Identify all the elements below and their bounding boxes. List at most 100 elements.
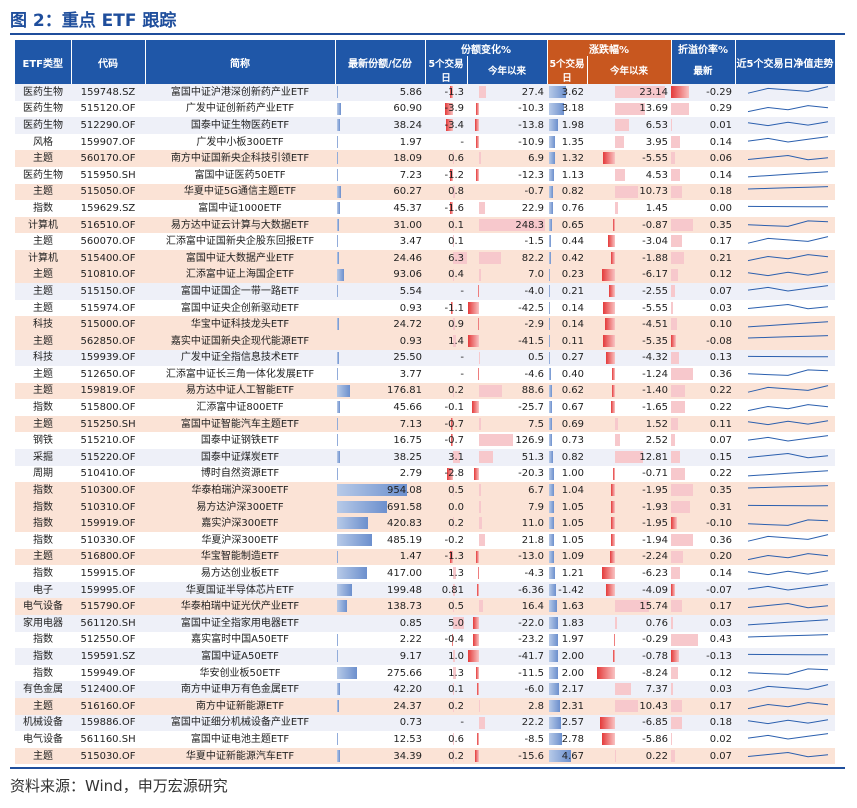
share-change-ytd-value: -4.0	[524, 285, 544, 297]
etf-type: 主题	[15, 266, 71, 284]
price-change-ytd-value: -0.29	[642, 634, 668, 646]
price-change-ytd-bar	[606, 583, 615, 596]
etf-code: 515220.OF	[71, 449, 145, 466]
table-row: 医药生物 512290.OF 国泰中证生物医药ETF 38.24 -3.4 -13.8 1.…	[15, 117, 835, 134]
premium-latest-value: 0.22	[709, 468, 732, 480]
share-change-ytd-bar	[479, 699, 480, 712]
price-change-ytd-value: -5.55	[642, 153, 668, 165]
share-change-5d-bar	[444, 102, 453, 115]
share-change-ytd: 51.3	[467, 449, 547, 466]
premium-latest: 0.17	[671, 697, 735, 715]
latest-share-value: 176.81	[387, 385, 422, 397]
share-change-ytd-value: -13.8	[518, 119, 544, 131]
price-change-ytd-value: -1.94	[642, 534, 668, 546]
price-change-ytd-value: -4.51	[642, 319, 668, 331]
share-change-5d-value: -	[460, 717, 464, 729]
price-change-ytd-bar	[615, 202, 619, 215]
top-rule	[10, 33, 845, 35]
share-change-5d: 5.0	[425, 615, 467, 632]
latest-share-bar	[337, 168, 338, 181]
share-change-ytd-value: 82.2	[521, 252, 544, 264]
price-change-5d-value: 2.78	[561, 733, 584, 745]
table-row: 计算机 515400.OF 富国中证大数据产业ETF 24.46 6.3 82.2 0.42…	[15, 249, 835, 267]
etf-code: 510330.OF	[80, 534, 136, 546]
price-change-ytd-value: -1.40	[642, 385, 668, 397]
etf-type: 家用电器	[15, 615, 71, 632]
share-change-5d-bar	[449, 202, 453, 215]
price-change-ytd-bar	[601, 567, 615, 580]
share-change-ytd-value: 248.3	[515, 219, 544, 231]
price-change-ytd: -2.55	[587, 283, 671, 300]
premium-latest-bar	[671, 749, 676, 762]
premium-latest: 0.17	[671, 598, 735, 615]
share-change-5d-bar	[445, 119, 453, 132]
premium-latest: 0.36	[671, 366, 735, 383]
premium-latest-value: 0.15	[709, 451, 732, 463]
price-change-5d: 0.23	[547, 266, 587, 284]
latest-share: 275.66	[335, 665, 425, 682]
premium-latest-bar	[671, 384, 685, 397]
share-change-ytd-bar	[477, 583, 479, 596]
share-change-5d-value: 0.2	[448, 518, 464, 530]
premium-latest-value: 0.18	[709, 717, 732, 729]
premium-latest-bar	[671, 334, 676, 347]
share-change-5d: 3.1	[425, 449, 467, 466]
price-change-5d-bar	[549, 666, 559, 679]
etf-type: 科技	[15, 316, 71, 333]
premium-latest: 0.14	[671, 167, 735, 184]
latest-share: 12.53	[335, 731, 425, 748]
share-change-ytd-value: 7.9	[528, 501, 544, 513]
latest-share: 485.19	[335, 532, 425, 549]
price-change-ytd: -3.04	[587, 233, 671, 250]
share-change-ytd-value: -20.3	[518, 468, 544, 480]
share-change-ytd-value: 11.0	[521, 518, 544, 530]
share-change-ytd-value: -4.6	[524, 368, 544, 380]
price-change-5d: 0.21	[547, 283, 587, 300]
premium-latest-bar	[671, 633, 698, 646]
share-change-ytd: 27.4	[467, 84, 547, 101]
share-change-ytd-value: -41.7	[518, 650, 544, 662]
price-change-ytd: -0.29	[587, 632, 671, 649]
share-change-5d-value: -1.1	[444, 302, 464, 314]
share-change-5d: 0.2	[425, 382, 467, 400]
share-change-5d: -1.3	[425, 84, 467, 101]
share-change-5d-bar	[446, 467, 453, 480]
share-change-5d: -2.8	[425, 466, 467, 483]
share-change-ytd-value: 27.4	[521, 86, 544, 98]
price-change-ytd-bar	[612, 368, 615, 381]
price-change-ytd-bar	[609, 285, 615, 298]
price-change-ytd-value: -0.71	[642, 468, 668, 480]
price-change-ytd: 13.69	[587, 101, 671, 118]
share-change-ytd: -13.0	[467, 548, 547, 566]
share-change-5d-bar	[453, 251, 467, 264]
nav-trend-sparkline	[735, 714, 835, 732]
nav-trend-sparkline	[735, 449, 835, 466]
etf-code: 159995.OF	[71, 581, 145, 599]
premium-latest: 0.15	[671, 449, 735, 466]
premium-latest: 0.14	[671, 134, 735, 151]
etf-code: 515974.OF	[80, 302, 136, 314]
premium-latest-bar	[671, 500, 691, 513]
latest-share: 38.25	[335, 449, 425, 466]
premium-latest-bar	[671, 583, 676, 596]
latest-share-bar	[337, 650, 338, 663]
premium-latest-bar	[671, 218, 693, 231]
share-change-ytd-bar	[475, 550, 479, 563]
latest-share-value: 31.00	[393, 219, 422, 231]
share-change-ytd-bar	[476, 102, 479, 115]
share-change-5d-value: -1.6	[444, 202, 464, 214]
share-change-ytd-bar	[475, 119, 479, 132]
share-change-5d: -0.7	[425, 415, 467, 433]
price-change-5d: 1.05	[547, 515, 587, 533]
nav-trend-sparkline	[735, 167, 835, 184]
latest-share-bar	[337, 434, 339, 447]
price-change-ytd-value: -6.85	[642, 717, 668, 729]
etf-name: 富国中证1000ETF	[198, 202, 282, 214]
premium-latest: 0.11	[671, 415, 735, 433]
price-change-ytd-value: 1.52	[645, 418, 668, 430]
latest-share: 31.00	[335, 216, 425, 234]
share-change-ytd: 6.9	[467, 150, 547, 167]
share-change-ytd-bar	[476, 135, 479, 148]
nav-trend-sparkline	[735, 697, 835, 715]
price-change-5d-bar	[549, 285, 550, 298]
